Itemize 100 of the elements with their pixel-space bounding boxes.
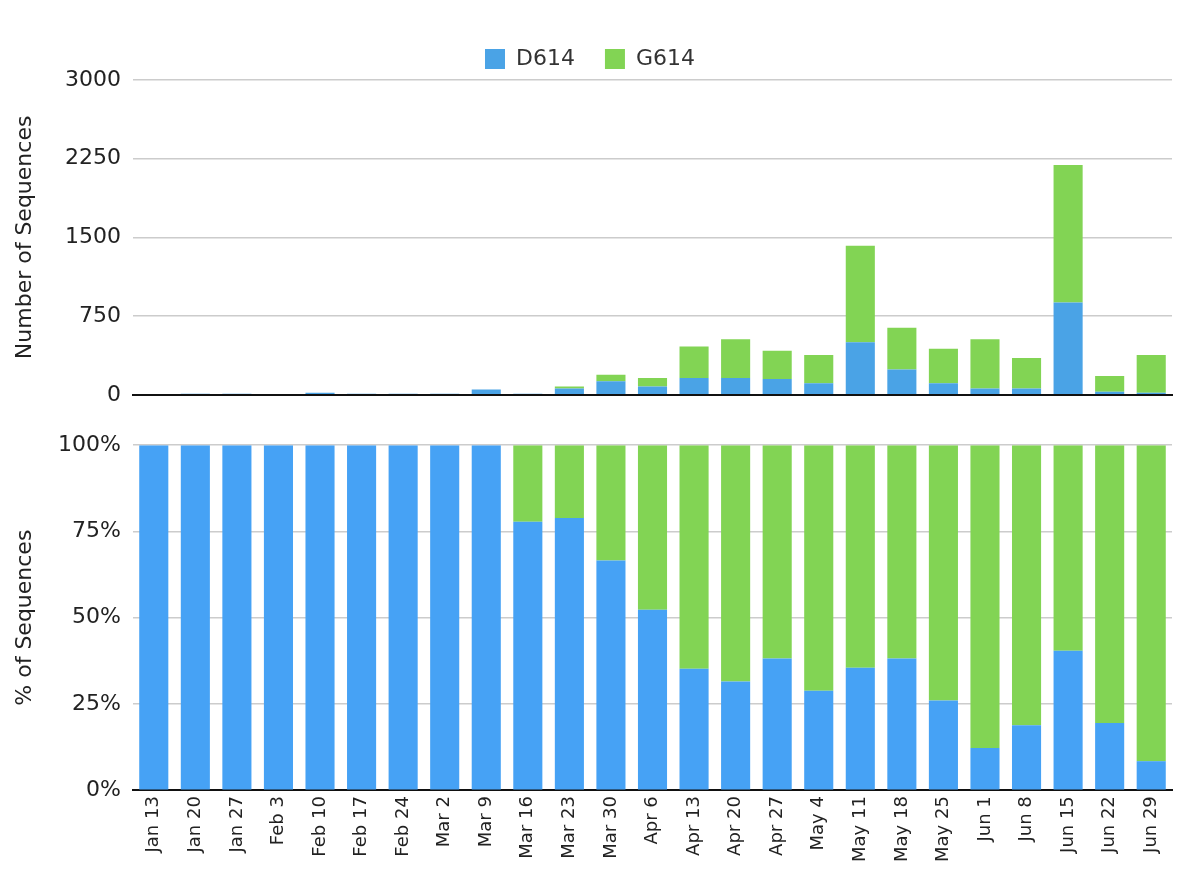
bar (180, 445, 210, 790)
x-tick-label: Jun 15 (1055, 796, 1077, 854)
x-tick-label: May 4 (806, 796, 828, 851)
bar (305, 445, 335, 790)
x-tick-label: Jun 22 (1097, 796, 1119, 854)
bar (263, 445, 294, 790)
bar (762, 350, 792, 380)
bar (887, 327, 917, 370)
y-axis-title: % of Sequences (10, 529, 36, 706)
x-tick-label: Jan 20 (183, 796, 205, 854)
y-tick-label: 1500 (65, 223, 121, 249)
bar (970, 388, 1000, 395)
x-tick-label: Mar 2 (432, 796, 454, 848)
bar (1053, 165, 1083, 303)
y-tick-label: 25% (72, 689, 121, 715)
x-tick-label: May 11 (847, 796, 869, 862)
bar (554, 386, 584, 389)
x-tick-label: Feb 3 (266, 796, 288, 846)
bar (804, 445, 834, 691)
bar (637, 445, 668, 610)
x-tick-label: May 18 (889, 796, 911, 862)
x-tick-label: May 25 (931, 796, 953, 862)
bar (970, 748, 1000, 790)
x-tick-label: Jan 13 (141, 796, 163, 854)
bar (970, 339, 1000, 389)
x-tick-label: Jun 1 (972, 796, 994, 843)
bar (721, 339, 751, 379)
legend-label: D614 (516, 44, 575, 70)
bar (388, 445, 418, 790)
y-tick-label: 750 (79, 301, 121, 327)
x-tick-label: Apr 6 (640, 796, 662, 845)
bar (970, 445, 1000, 749)
x-tick-label: Mar 30 (598, 796, 620, 859)
bar (762, 658, 792, 790)
bar (637, 386, 668, 395)
bar (596, 374, 626, 382)
x-tick-label: Jun 29 (1138, 796, 1160, 854)
bar (430, 445, 460, 790)
x-tick-label: Feb 10 (307, 796, 329, 857)
bar (928, 383, 958, 395)
y-tick-label: 2250 (65, 144, 121, 170)
bar (804, 690, 834, 790)
bar (928, 700, 958, 790)
bar (1136, 445, 1166, 762)
bar (471, 445, 501, 790)
bar (721, 681, 751, 790)
bar (1053, 302, 1083, 395)
y-tick-label: 75% (72, 517, 121, 543)
x-tick-label: Mar 23 (557, 796, 579, 859)
bar (804, 354, 834, 384)
bar (1011, 725, 1042, 790)
bar (554, 388, 584, 395)
x-tick-label: Apr 13 (681, 796, 703, 856)
x-tick-label: Apr 27 (764, 796, 786, 856)
bar (721, 378, 751, 395)
bar (139, 445, 169, 790)
x-tick-label: Jan 27 (224, 796, 246, 854)
bar (1011, 358, 1042, 389)
bar (845, 342, 875, 395)
legend-label: G614 (635, 44, 695, 70)
bar (347, 445, 377, 790)
bar (1053, 445, 1083, 651)
y-tick-label: 3000 (65, 65, 121, 91)
bar (1011, 445, 1042, 726)
bar (721, 445, 751, 682)
bar (804, 383, 834, 395)
bar (1095, 722, 1125, 790)
bar (1136, 354, 1166, 393)
y-tick-label: 100% (58, 430, 121, 456)
bar (554, 445, 584, 518)
bar (928, 348, 958, 384)
bar (1011, 388, 1042, 395)
x-tick-label: Feb 17 (349, 796, 371, 857)
bar (1136, 761, 1166, 790)
bar (845, 445, 875, 668)
x-tick-label: Mar 16 (515, 796, 537, 859)
y-tick-label: 0 (107, 380, 121, 406)
y-tick-label: 50% (72, 603, 121, 629)
bar (679, 378, 709, 395)
bar (596, 445, 626, 561)
bar (637, 378, 668, 387)
bar (1095, 445, 1125, 723)
x-tick-label: Feb 24 (390, 796, 412, 857)
bar (845, 245, 875, 343)
bar (845, 667, 875, 790)
bar (887, 369, 917, 395)
x-tick-label: Jun 8 (1014, 796, 1036, 843)
bar (762, 379, 792, 395)
bar (513, 521, 543, 790)
bar (637, 609, 668, 790)
bar (554, 517, 584, 790)
y-tick-label: 0% (86, 775, 121, 801)
bar (222, 445, 252, 790)
bar (1053, 650, 1083, 790)
bar (887, 445, 917, 659)
bar (928, 445, 958, 701)
bar (679, 445, 709, 669)
x-tick-label: Apr 20 (723, 796, 745, 856)
bar (887, 658, 917, 790)
y-axis-title: Number of Sequences (10, 115, 36, 360)
